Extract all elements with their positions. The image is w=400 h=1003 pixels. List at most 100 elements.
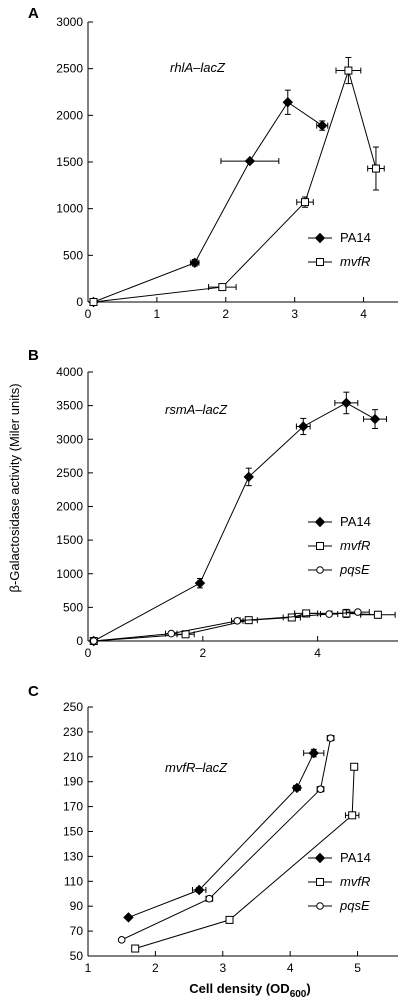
legend-item-mvfr: mvfR (308, 538, 370, 553)
data-point-diamond (282, 97, 293, 108)
data-point-diamond (341, 397, 352, 409)
legend-label: PA14 (340, 230, 371, 245)
y-tick-label: 1000 (56, 202, 83, 216)
data-point-diamond (123, 912, 134, 923)
data-point-square (350, 762, 359, 771)
x-tick-label: 1 (154, 307, 161, 321)
legend-label: mvfR (340, 874, 370, 889)
panel-a: A 0 500 1000 1500 2000 2500 3000 0 1 2 3 4 rhlA–lacZ P… (28, 5, 398, 321)
y-tick-label: 150 (63, 825, 83, 839)
data-point-square (131, 944, 140, 953)
data-point-circle (167, 629, 176, 638)
legend-item-pa14: PA14 (308, 514, 371, 529)
series-mvfr (89, 608, 396, 645)
x-tick-label: 2 (199, 646, 206, 660)
y-tick-label: 190 (63, 775, 83, 789)
data-point-diamond (317, 120, 328, 131)
y-tick-label: 130 (63, 849, 83, 863)
y-tick-label: 90 (70, 899, 84, 913)
data-point-square (301, 198, 309, 207)
y-tick-label: 1500 (56, 155, 83, 169)
panel-annotation: rhlA–lacZ (170, 60, 226, 75)
legend-item-pqse: pqsE (308, 562, 370, 577)
y-tick-label: 110 (64, 874, 83, 888)
y-tick-label: 2500 (56, 466, 83, 480)
x-tick-label: 2 (222, 307, 229, 321)
y-tick-label: 0 (76, 295, 83, 309)
y-tick-label: 1500 (56, 533, 83, 547)
y-tick-label: 3500 (56, 399, 83, 413)
legend-item-mvfr: mvfR (308, 874, 370, 889)
x-tick-label: 0 (85, 307, 92, 321)
legend-marker-diamond (314, 852, 326, 864)
series-pqse (89, 608, 370, 645)
data-point-square (344, 66, 353, 75)
data-point-diamond (189, 257, 200, 269)
data-point-square (181, 630, 190, 639)
y-tick-label: 2000 (56, 500, 83, 514)
y-tick-label: 50 (70, 949, 84, 963)
y-tick-label: 0 (76, 634, 83, 648)
series-line (93, 402, 376, 642)
panel-letter: B (28, 347, 39, 364)
series-pa14 (123, 747, 325, 923)
legend-item-pa14: PA14 (308, 850, 371, 865)
series-line (93, 68, 377, 303)
data-point-diamond (193, 884, 205, 896)
data-point-diamond (243, 471, 254, 483)
data-point-circle (205, 894, 214, 903)
data-point-diamond (194, 577, 206, 589)
data-point-circle (316, 785, 325, 793)
panel-c: C 50 70 90 110 130 150 170 190 210 230 250 1 2 3 4 5 mvfR… (28, 683, 398, 975)
y-tick-label: 2500 (56, 62, 83, 76)
series-line (93, 101, 323, 303)
data-point-square (225, 915, 234, 924)
data-point-square (371, 164, 380, 173)
panel-annotation: mvfR–lacZ (165, 760, 228, 775)
x-tick-label: 2 (152, 961, 159, 975)
y-tick-label: 3000 (56, 432, 83, 446)
legend-item-pa14: PA14 (308, 230, 371, 245)
legend-label: mvfR (340, 254, 370, 269)
x-tick-label: 4 (314, 646, 321, 660)
legend-marker-circle (316, 902, 324, 910)
y-tick-label: 500 (63, 248, 83, 262)
y-tick-label: 170 (63, 800, 83, 814)
x-tick-label: 5 (354, 961, 361, 975)
legend-marker-diamond (314, 232, 326, 244)
legend-label: pqsE (339, 562, 370, 577)
x-tick-label: 4 (287, 961, 294, 975)
legend-marker-circle (316, 566, 324, 574)
x-tick-label: 3 (219, 961, 226, 975)
panel-letter: C (28, 683, 39, 700)
x-tick-label: 1 (85, 961, 92, 975)
y-tick-label: 3000 (56, 15, 83, 29)
data-point-square (348, 811, 357, 820)
data-point-circle (326, 734, 335, 742)
x-axis-label-subscript: 600 (290, 989, 307, 1000)
legend-label: mvfR (340, 538, 370, 553)
y-tick-label: 250 (63, 700, 83, 714)
legend-marker-square (316, 258, 324, 266)
data-point-circle (354, 608, 362, 616)
y-tick-label: 210 (63, 750, 83, 764)
panel-b: B 0 500 1000 1500 2000 2500 3000 3500 4000 0 2 4 rsmA… (28, 347, 398, 660)
y-tick-label: 230 (63, 725, 83, 739)
data-point-square (218, 283, 227, 292)
data-point-circle (233, 617, 242, 625)
data-point-diamond (291, 782, 303, 794)
series-line (121, 738, 332, 941)
data-point-square (89, 298, 98, 306)
data-point-circle (325, 610, 333, 618)
x-tick-label: 4 (360, 307, 367, 321)
legend-label: pqsE (339, 898, 370, 913)
series-pa14 (88, 89, 329, 308)
x-axis-label: Cell density (OD600) (189, 981, 310, 1000)
panel-annotation: rsmA–lacZ (165, 402, 228, 417)
y-axis-label: β-Galactosidase activity (Miler units) (7, 383, 22, 592)
y-tick-label: 70 (70, 924, 84, 938)
series-mvfr (131, 762, 360, 953)
data-point-diamond (308, 747, 319, 759)
data-point-diamond (298, 421, 309, 432)
